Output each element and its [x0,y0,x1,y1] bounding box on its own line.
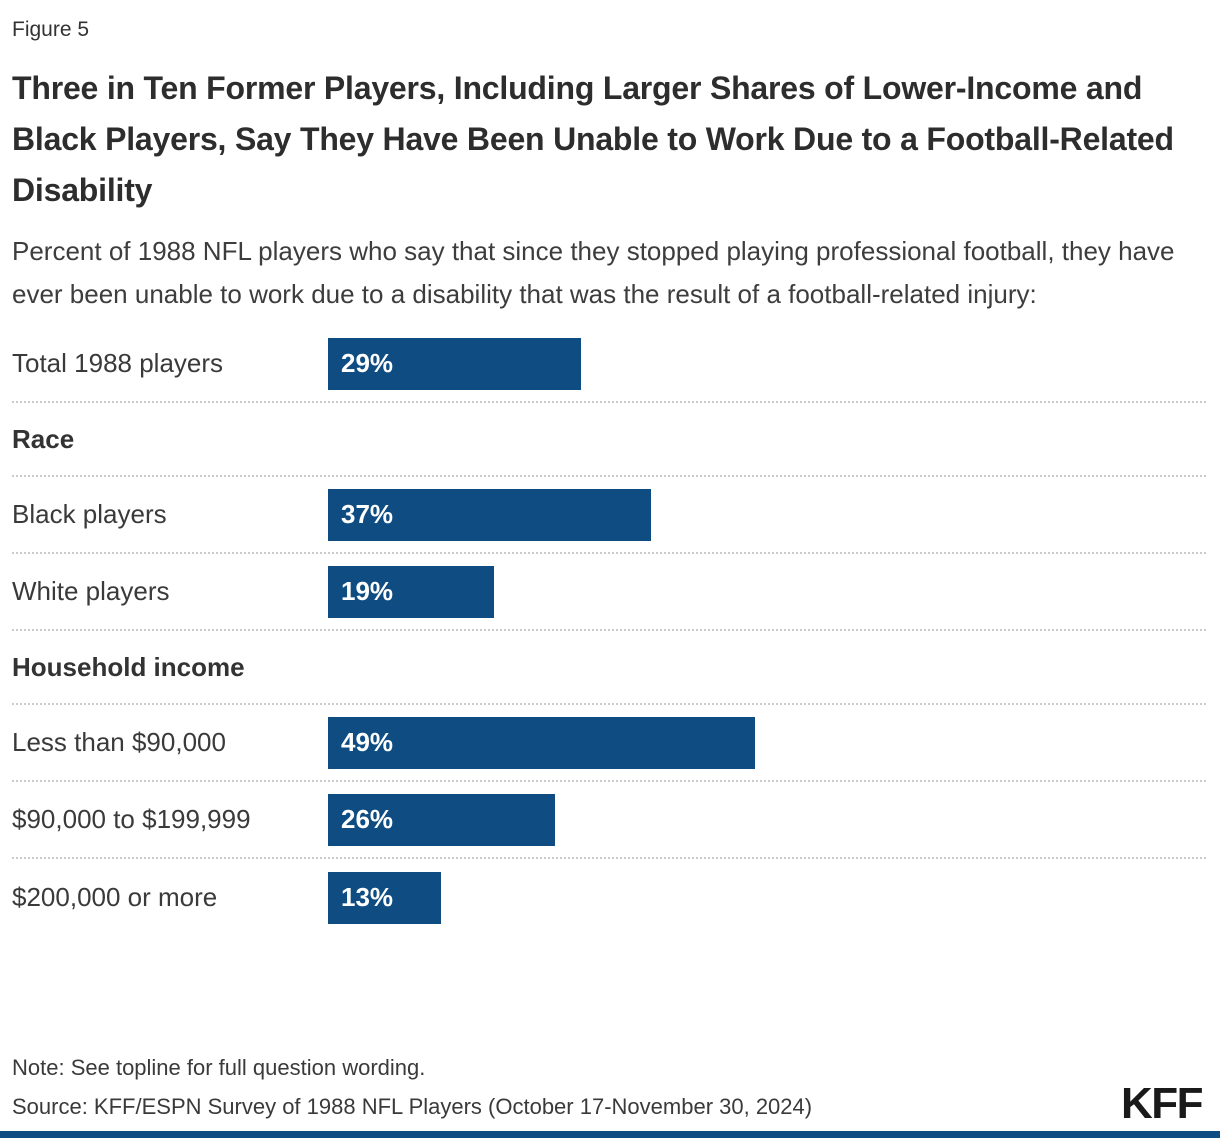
bar-value-label: 49% [341,727,394,757]
footer: Note: See topline for full question word… [12,1055,1206,1120]
bar-value-label: 26% [341,804,394,834]
chart-row: Less than $90,000 49% [12,705,1206,782]
section-header-row: Household income [12,631,1206,705]
chart-row: $200,000 or more 13% [12,859,1206,936]
row-label: White players [12,576,170,606]
bar-track: 29% [328,337,1206,390]
chart-row: White players 19% [12,554,1206,631]
chart-subtitle: Percent of 1988 NFL players who say that… [12,236,1175,309]
section-header-label: Household income [12,651,245,682]
bar-value-label: 19% [341,576,394,606]
figure-label: Figure 5 [12,18,90,41]
bar-value-label: 29% [341,348,394,378]
chart-row: Black players 37% [12,477,1206,554]
source-line: Source: KFF/ESPN Survey of 1988 NFL Play… [12,1094,813,1119]
row-label: Total 1988 players [12,348,224,378]
footnote: Note: See topline for full question word… [12,1055,426,1080]
bar-chart: Total 1988 players 29% Race Black player… [12,326,1206,936]
bar-value-label: 13% [341,882,394,912]
bar-track: 19% [328,565,1206,618]
bar-track: 26% [328,793,1206,846]
bar-value-label: 37% [341,499,394,529]
bar: 26% [328,793,555,846]
bar-track: 37% [328,488,1206,541]
row-label: Less than $90,000 [12,727,226,757]
chart-title: Three in Ten Former Players, Including L… [12,70,1174,208]
bar: 49% [328,716,755,769]
bar-track: 13% [328,871,1206,924]
bar: 29% [328,337,581,390]
section-header-row: Race [12,403,1206,477]
row-label: $200,000 or more [12,882,218,912]
bar: 13% [328,871,441,924]
bar: 19% [328,565,494,618]
kff-logo: KFF [1120,1079,1204,1128]
chart-row: $90,000 to $199,999 26% [12,782,1206,859]
bar-track: 49% [328,716,1206,769]
row-label: $90,000 to $199,999 [12,804,251,834]
section-header-label: Race [12,423,75,454]
bar: 37% [328,488,651,541]
footer-accent-bar [0,1131,1220,1138]
chart-row: Total 1988 players 29% [12,326,1206,403]
row-label: Black players [12,499,167,529]
